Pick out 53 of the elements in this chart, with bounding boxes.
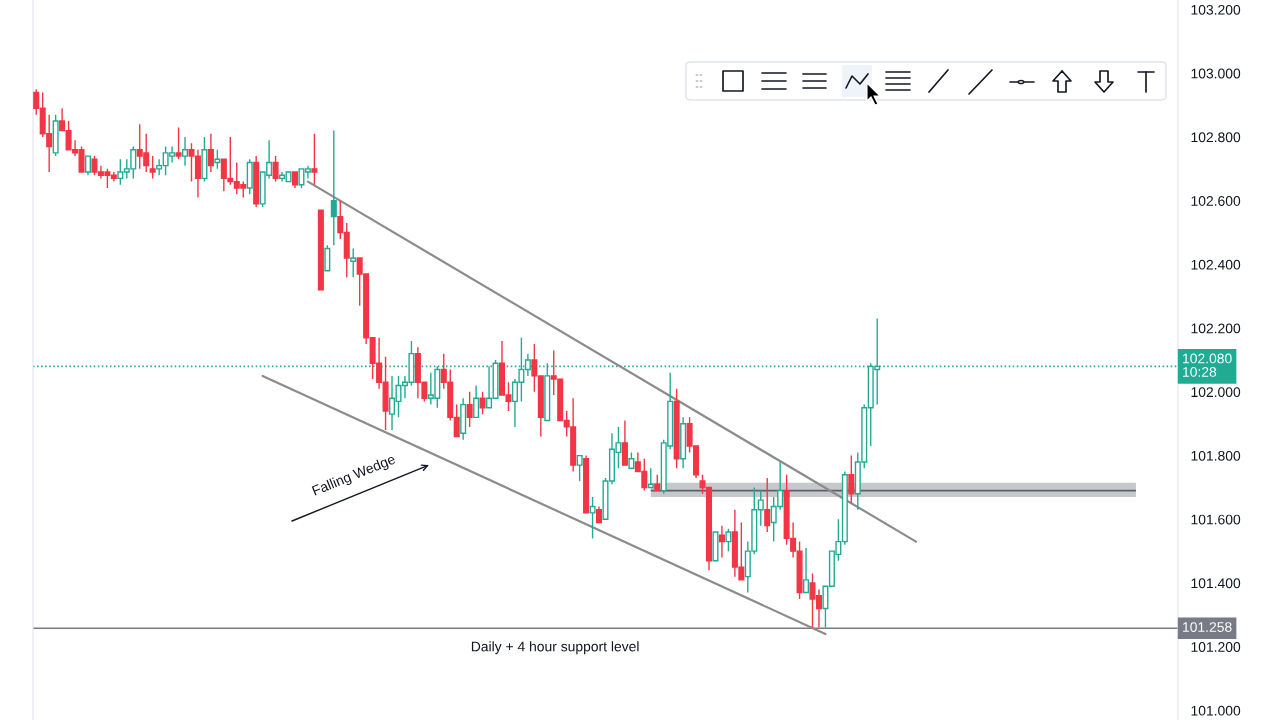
ref-line-label: 101.258: [1183, 622, 1232, 632]
candlestick: [680, 416, 687, 470]
annotation: Falling Wedge: [311, 453, 397, 499]
candlestick: [246, 158, 253, 196]
candlestick: [712, 531, 719, 562]
y-tick-label: 102.200: [1191, 323, 1241, 334]
candlestick: [214, 149, 221, 170]
candlestick: [253, 155, 260, 208]
candlestick: [589, 496, 596, 540]
candlestick: [848, 454, 855, 505]
candlestick: [803, 547, 810, 594]
y-tick-label: 101.200: [1191, 642, 1241, 652]
y-tick-label: 101.000: [1191, 705, 1241, 716]
candlestick: [207, 133, 214, 173]
candlestick: [621, 419, 628, 466]
candlestick: [479, 391, 486, 415]
y-tick-label: 102.000: [1191, 387, 1241, 398]
candlestick: [725, 528, 732, 552]
candlestick: [149, 155, 156, 180]
candlestick: [460, 397, 467, 441]
candlestick: [181, 136, 189, 167]
y-tick-label: 101.800: [1191, 450, 1241, 461]
y-tick-label: 103.000: [1191, 68, 1241, 79]
candlestick: [291, 171, 299, 189]
candlestick: [473, 384, 480, 419]
y-tick-label: 102.800: [1191, 132, 1241, 143]
candlestick: [583, 454, 590, 514]
y-tick-label: 102.600: [1191, 196, 1241, 206]
candlestick: [52, 113, 59, 157]
candlestick: [84, 155, 92, 176]
candlestick: [311, 133, 318, 186]
candlestick: [175, 126, 182, 160]
candlestick: [718, 524, 725, 559]
candlestick: [324, 244, 331, 272]
candlestick: [628, 451, 635, 470]
ref-line-label: 102.080 10:28: [1183, 353, 1232, 377]
candlestick: [673, 387, 680, 470]
candlestick: [330, 129, 337, 247]
candlestick: [576, 454, 583, 482]
candlestick: [466, 391, 473, 428]
y-tick-label: 102.400: [1191, 259, 1241, 270]
candlestick: [317, 209, 324, 291]
y-tick-label: 101.400: [1191, 578, 1241, 589]
candlestick: [647, 467, 654, 489]
candlestick: [764, 477, 771, 533]
candlestick: [350, 247, 357, 278]
annotation: Daily + 4 hour support level: [471, 641, 639, 655]
y-tick-label: 101.600: [1191, 514, 1241, 525]
candlestick: [201, 136, 208, 183]
candlestick: [272, 155, 279, 183]
candlestick: [654, 473, 661, 492]
candlestick: [596, 505, 603, 524]
y-tick-label: 103.200: [1191, 4, 1241, 15]
